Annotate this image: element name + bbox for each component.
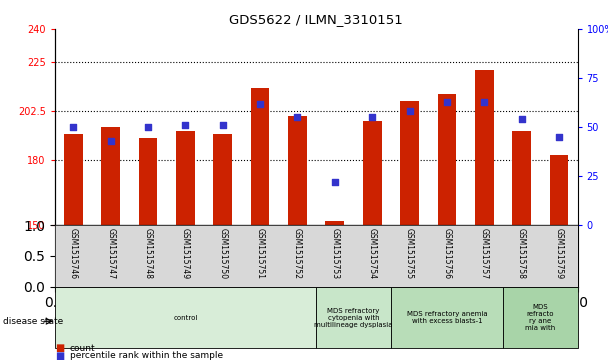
Bar bbox=[391, 287, 503, 348]
Text: GSM1515749: GSM1515749 bbox=[181, 228, 190, 279]
Bar bbox=[139, 138, 157, 225]
Bar bbox=[363, 121, 382, 225]
Point bbox=[292, 114, 302, 120]
Point bbox=[143, 124, 153, 130]
Point bbox=[517, 116, 527, 122]
Bar bbox=[55, 287, 316, 348]
Text: MDS refractory
cytopenia with
multilineage dysplasia: MDS refractory cytopenia with multilinea… bbox=[314, 307, 393, 328]
Bar bbox=[512, 131, 531, 225]
Point bbox=[255, 101, 265, 106]
Point bbox=[181, 122, 190, 128]
Text: ■: ■ bbox=[55, 351, 64, 361]
Text: GSM1515753: GSM1515753 bbox=[330, 228, 339, 279]
Text: MDS
refracto
ry ane
mia with: MDS refracto ry ane mia with bbox=[525, 304, 555, 331]
Point bbox=[330, 179, 340, 185]
Text: GSM1515752: GSM1515752 bbox=[293, 228, 302, 279]
Bar bbox=[250, 88, 269, 225]
Point bbox=[367, 114, 377, 120]
Title: GDS5622 / ILMN_3310151: GDS5622 / ILMN_3310151 bbox=[229, 13, 403, 26]
Point bbox=[479, 99, 489, 105]
Text: MDS refractory anemia
with excess blasts-1: MDS refractory anemia with excess blasts… bbox=[407, 311, 487, 324]
Text: ■: ■ bbox=[55, 343, 64, 354]
Point bbox=[442, 99, 452, 105]
Text: GSM1515756: GSM1515756 bbox=[443, 228, 451, 279]
Point bbox=[106, 138, 116, 144]
Bar bbox=[438, 94, 456, 225]
Text: disease state: disease state bbox=[3, 317, 63, 326]
Point bbox=[218, 122, 227, 128]
Bar bbox=[550, 155, 568, 225]
Bar bbox=[288, 116, 307, 225]
Text: GSM1515757: GSM1515757 bbox=[480, 228, 489, 279]
Bar bbox=[176, 131, 195, 225]
Text: count: count bbox=[70, 344, 95, 353]
Text: GSM1515759: GSM1515759 bbox=[554, 228, 564, 279]
Bar bbox=[64, 134, 83, 225]
Text: GSM1515748: GSM1515748 bbox=[143, 228, 153, 279]
Point bbox=[69, 124, 78, 130]
Text: GSM1515755: GSM1515755 bbox=[405, 228, 414, 279]
Bar bbox=[475, 70, 494, 225]
Text: GSM1515751: GSM1515751 bbox=[255, 228, 264, 279]
Text: GSM1515758: GSM1515758 bbox=[517, 228, 526, 279]
Point bbox=[405, 109, 415, 114]
Bar bbox=[316, 287, 391, 348]
Text: control: control bbox=[173, 315, 198, 321]
Bar bbox=[325, 221, 344, 225]
Text: GSM1515750: GSM1515750 bbox=[218, 228, 227, 279]
Text: GSM1515754: GSM1515754 bbox=[368, 228, 377, 279]
Bar bbox=[102, 127, 120, 225]
Text: GSM1515747: GSM1515747 bbox=[106, 228, 116, 279]
Bar bbox=[503, 287, 578, 348]
Bar bbox=[400, 101, 419, 225]
Bar bbox=[213, 134, 232, 225]
Text: GSM1515746: GSM1515746 bbox=[69, 228, 78, 279]
Point bbox=[554, 134, 564, 140]
Text: percentile rank within the sample: percentile rank within the sample bbox=[70, 351, 223, 360]
